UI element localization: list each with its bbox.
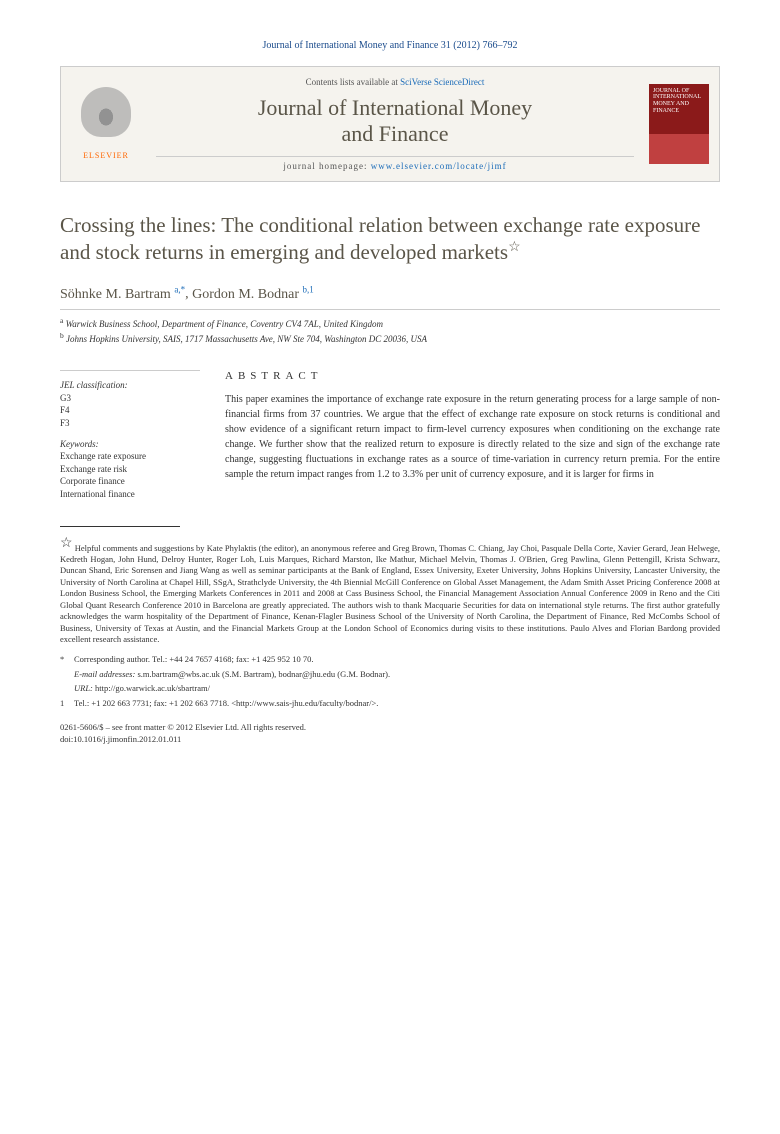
- ack-star: ☆: [60, 536, 73, 551]
- jel-heading: JEL classification:: [60, 379, 200, 392]
- email-2-link[interactable]: bodnar@jhu.edu: [278, 669, 335, 679]
- contents-prefix: Contents lists available at: [306, 77, 400, 87]
- author-url-link[interactable]: http://go.warwick.ac.uk/sbartram/: [95, 683, 210, 693]
- affiliation-b-mark: b: [60, 331, 64, 340]
- author-2-name: Gordon M. Bodnar: [192, 287, 299, 302]
- email-1-link[interactable]: s.m.bartram@wbs.ac.uk: [137, 669, 219, 679]
- bodnar-url-link[interactable]: <http://www.sais-jhu.edu/faculty/bodnar/…: [231, 698, 376, 708]
- affiliation-b-text: Johns Hopkins University, SAIS, 1717 Mas…: [66, 334, 427, 344]
- homepage-prefix: journal homepage:: [283, 161, 370, 171]
- tel2-suffix: .: [376, 698, 378, 708]
- emails-label: E-mail addresses:: [74, 669, 135, 679]
- author-2: Gordon M. Bodnar b,1: [192, 287, 314, 302]
- keyword-4: International finance: [60, 488, 200, 501]
- jel-code-3: F3: [60, 417, 200, 430]
- url-label: URL:: [74, 683, 93, 693]
- author-2-marks: b,1: [303, 284, 314, 294]
- journal-title: Journal of International Money and Finan…: [156, 95, 634, 148]
- author-1-name: Söhnke M. Bartram: [60, 287, 171, 302]
- keyword-3: Corporate finance: [60, 475, 200, 488]
- keyword-1: Exchange rate exposure: [60, 450, 200, 463]
- ack-text: Helpful comments and suggestions by Kate…: [60, 542, 720, 644]
- thumb-bottom: [649, 134, 709, 164]
- elsevier-tree-icon: [81, 87, 131, 147]
- affiliation-b: b Johns Hopkins University, SAIS, 1717 M…: [60, 331, 720, 346]
- author-1: Söhnke M. Bartram a,*: [60, 287, 185, 302]
- affiliation-a-mark: a: [60, 316, 63, 325]
- elsevier-label: ELSEVIER: [83, 151, 129, 160]
- url-note: URL: http://go.warwick.ac.uk/sbartram/: [60, 683, 720, 695]
- thumb-title: JOURNAL OF INTERNATIONAL MONEY AND FINAN…: [653, 88, 705, 114]
- elsevier-logo[interactable]: ELSEVIER: [71, 79, 141, 169]
- article-title-text: Crossing the lines: The conditional rela…: [60, 213, 701, 264]
- affiliation-a: a Warwick Business School, Department of…: [60, 316, 720, 331]
- jel-code-2: F4: [60, 404, 200, 417]
- abstract-text: This paper examines the importance of ex…: [225, 392, 720, 482]
- tel2-text: Tel.: +1 202 663 7731; fax: +1 202 663 7…: [74, 698, 229, 708]
- journal-cover-thumb[interactable]: JOURNAL OF INTERNATIONAL MONEY AND FINAN…: [649, 84, 709, 164]
- journal-title-line2: and Finance: [342, 121, 449, 146]
- footnote-divider: [60, 526, 180, 527]
- journal-header-box: ELSEVIER Contents lists available at Sci…: [60, 66, 720, 182]
- journal-title-line1: Journal of International Money: [258, 95, 532, 120]
- keywords-heading: Keywords:: [60, 438, 200, 451]
- email-1-name: (S.M. Bartram),: [222, 669, 276, 679]
- author-1-marks: a,*: [174, 284, 185, 294]
- abstract-column: ABSTRACT This paper examines the importa…: [225, 370, 720, 500]
- journal-center-block: Contents lists available at SciVerse Sci…: [156, 77, 634, 171]
- affiliations: a Warwick Business School, Department of…: [60, 316, 720, 345]
- authors-line: Söhnke M. Bartram a,*, Gordon M. Bodnar …: [60, 284, 720, 310]
- doi-line: doi:10.1016/j.jimonfin.2012.01.011: [60, 734, 720, 746]
- affiliation-a-text: Warwick Business School, Department of F…: [66, 319, 383, 329]
- sciencedirect-link[interactable]: SciVerse ScienceDirect: [400, 77, 484, 87]
- emails-note: E-mail addresses: s.m.bartram@wbs.ac.uk …: [60, 669, 720, 681]
- copyright-line: 0261-5606/$ – see front matter © 2012 El…: [60, 722, 720, 734]
- doi-block: 0261-5606/$ – see front matter © 2012 El…: [60, 722, 720, 746]
- sidebar-classification: JEL classification: G3 F4 F3 Keywords: E…: [60, 370, 200, 500]
- title-footnote-star: ☆: [508, 240, 521, 255]
- article-title: Crossing the lines: The conditional rela…: [60, 212, 720, 267]
- abstract-section: JEL classification: G3 F4 F3 Keywords: E…: [60, 370, 720, 500]
- journal-homepage: journal homepage: www.elsevier.com/locat…: [156, 156, 634, 171]
- contents-line: Contents lists available at SciVerse Sci…: [156, 77, 634, 87]
- tel2-note: 1Tel.: +1 202 663 7731; fax: +1 202 663 …: [60, 698, 720, 710]
- abstract-heading: ABSTRACT: [225, 370, 720, 382]
- corresponding-author-note: *Corresponding author. Tel.: +44 24 7657…: [60, 654, 720, 666]
- keyword-2: Exchange rate risk: [60, 463, 200, 476]
- acknowledgment-footnote: ☆ Helpful comments and suggestions by Ka…: [60, 535, 720, 646]
- journal-citation: Journal of International Money and Finan…: [60, 40, 720, 51]
- email-2-name: (G.M. Bodnar).: [337, 669, 390, 679]
- homepage-link[interactable]: www.elsevier.com/locate/jimf: [371, 161, 507, 171]
- jel-code-1: G3: [60, 392, 200, 405]
- corresponding-text: Corresponding author. Tel.: +44 24 7657 …: [74, 654, 314, 664]
